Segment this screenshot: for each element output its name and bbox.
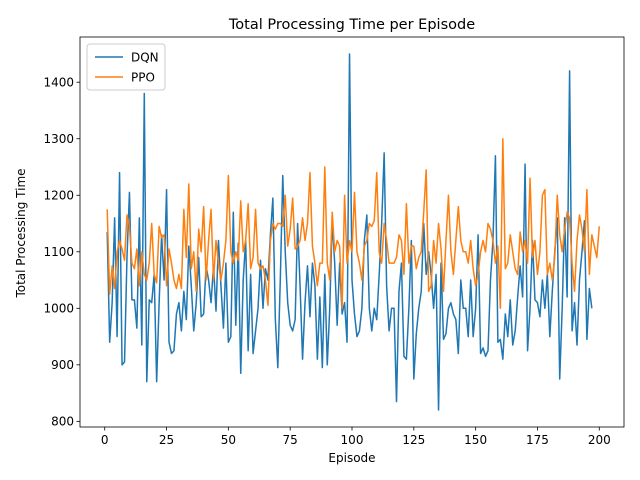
x-tick-label: 25 <box>159 433 174 447</box>
x-tick-label: 150 <box>464 433 487 447</box>
legend-label-ppo: PPO <box>131 70 155 84</box>
x-tick-label: 125 <box>402 433 425 447</box>
x-axis-title: Episode <box>328 451 375 465</box>
legend-label-dqn: DQN <box>131 50 159 64</box>
x-tick-label: 75 <box>283 433 298 447</box>
y-tick-label: 800 <box>51 415 74 429</box>
y-tick-label: 1200 <box>43 189 74 203</box>
legend-box <box>86 43 166 91</box>
x-tick-label: 0 <box>101 433 109 447</box>
series-line-dqn <box>106 53 593 411</box>
y-tick-label: 1000 <box>43 302 74 316</box>
y-tick-label: 1400 <box>43 76 74 90</box>
y-tick-label: 1100 <box>43 245 74 259</box>
x-tick-label: 175 <box>526 433 549 447</box>
plot-area: 0 25 50 75 100 125 150 175 200 800 900 1000 1100 1200… <box>43 36 625 447</box>
y-tick-label: 900 <box>51 358 74 372</box>
series-line-ppo <box>106 137 601 310</box>
x-tick-label: 200 <box>588 433 611 447</box>
chart-title: Total Processing Time per Episode <box>228 17 475 33</box>
x-tick-label: 50 <box>221 433 236 447</box>
legend: DQN PPO <box>86 43 166 91</box>
y-axis-title: Total Processing Time <box>14 168 28 298</box>
y-tick-label: 1300 <box>43 132 74 146</box>
x-tick-label: 100 <box>341 433 364 447</box>
